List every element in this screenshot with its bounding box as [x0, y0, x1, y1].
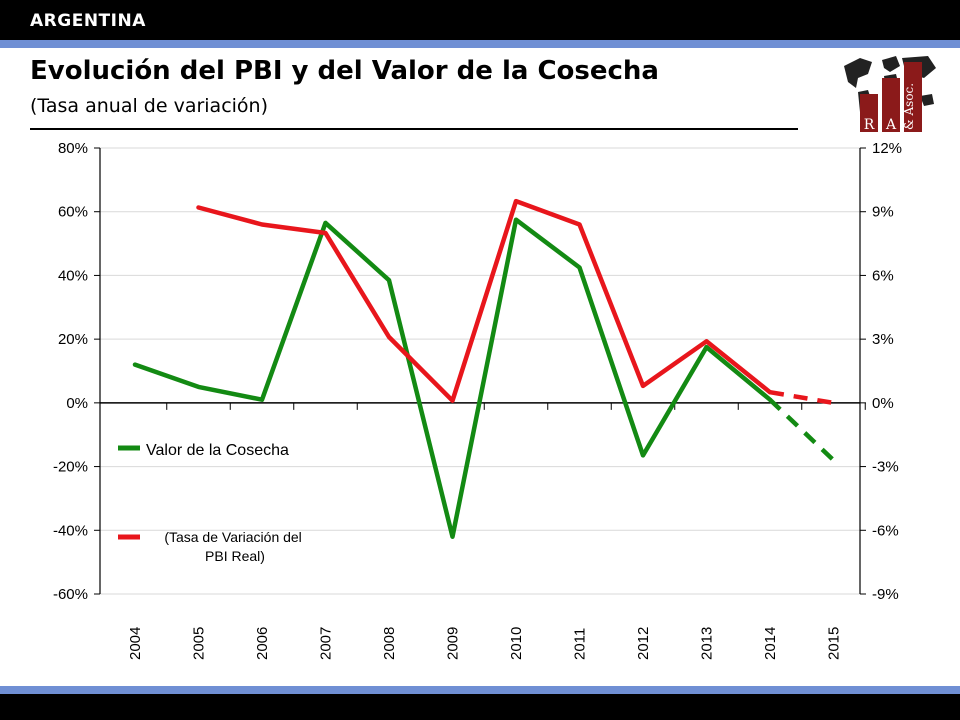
legend: Valor de la Cosecha (Tasa de Variación d…	[118, 442, 305, 564]
x-tick-label: 2008	[381, 627, 398, 660]
labels-layer: 80% 60% 40% 20% 0% -20% -40% -60% 12% 9% 6% 3% 0% -3%…	[53, 140, 902, 660]
company-logo: R A & Asoc.	[838, 52, 938, 134]
header-accent-stripe	[0, 40, 960, 48]
gdp-series-line	[196, 198, 773, 403]
harvest-series-line	[132, 217, 773, 539]
legend-gdp-label: (Tasa de Variación del PBI Real)	[164, 529, 305, 564]
x-tick-label: 2009	[445, 627, 462, 660]
footer-accent-stripe	[0, 686, 960, 694]
world-map-logo-icon: R A & Asoc.	[844, 56, 936, 133]
x-tick-label: 2015	[826, 627, 843, 660]
harvest-series-projection	[768, 398, 836, 462]
y-left-tick-label: 80%	[58, 140, 88, 157]
x-tick-label: 2006	[254, 627, 271, 660]
x-tick-label: 2010	[508, 627, 525, 660]
chart: 80% 60% 40% 20% 0% -20% -40% -60% 12% 9% 6% 3% 0% -3%…	[53, 140, 902, 660]
y-right-tick-label: -9%	[872, 586, 899, 603]
x-tick-label: 2012	[635, 627, 652, 660]
title-divider	[30, 128, 798, 130]
country-label: ARGENTINA	[30, 11, 146, 31]
series-layer	[132, 198, 836, 539]
y-left-tick-label: 20%	[58, 331, 88, 348]
y-right-tick-label: -6%	[872, 522, 899, 539]
x-tick-label: 2013	[699, 627, 716, 660]
y-left-tick-label: -40%	[53, 522, 88, 539]
y-right-tick-label: 12%	[872, 140, 902, 157]
y-right-tick-label: 6%	[872, 267, 894, 284]
logo-asoc: & Asoc.	[902, 83, 916, 130]
gdp-series-projection	[769, 389, 834, 406]
grid-layer	[100, 147, 860, 595]
y-left-tick-label: 60%	[58, 204, 88, 221]
axes-layer	[94, 147, 866, 595]
y-right-tick-label: 0%	[872, 395, 894, 412]
y-right-tick-label: 3%	[872, 331, 894, 348]
x-tick-label: 2004	[127, 627, 144, 660]
legend-harvest-label: Valor de la Cosecha	[146, 442, 289, 459]
x-tick-label: 2005	[191, 627, 208, 660]
y-right-tick-label: 9%	[872, 204, 894, 221]
y-left-tick-label: 0%	[66, 395, 88, 412]
y-left-tick-label: 40%	[58, 267, 88, 284]
x-tick-label: 2007	[318, 627, 335, 660]
page-title: Evolución del PBI y del Valor de la Cose…	[30, 56, 659, 86]
x-tick-label: 2011	[572, 628, 589, 660]
y-left-tick-label: -20%	[53, 459, 88, 476]
y-right-tick-label: -3%	[872, 459, 899, 476]
logo-letter-a: A	[885, 117, 897, 133]
logo-letter-r: R	[864, 117, 875, 133]
x-tick-label: 2014	[762, 627, 779, 660]
header-bar	[0, 0, 960, 40]
page-subtitle: (Tasa anual de variación)	[30, 95, 269, 117]
y-left-tick-label: -60%	[53, 586, 88, 603]
footer-bar	[0, 694, 960, 720]
